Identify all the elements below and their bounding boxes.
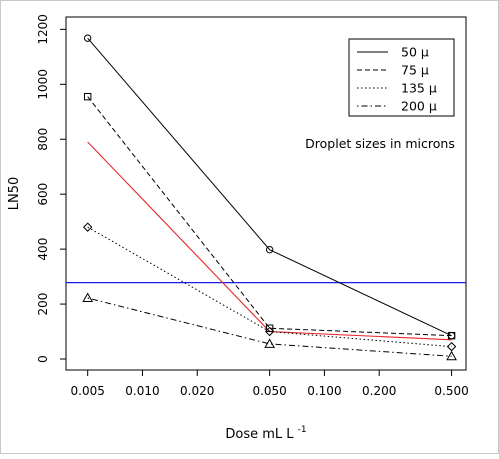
series-0-point-1: [265, 245, 274, 254]
x-tick-label-5: 0.200: [362, 384, 396, 398]
series-2: [82, 222, 457, 352]
legend-label-1: 75 µ: [401, 63, 429, 78]
legend-label-3: 200 µ: [401, 99, 437, 114]
x-axis-title: Dose mL L -1: [225, 425, 306, 442]
series-line-3: [87, 297, 452, 357]
series-line-1: [87, 96, 452, 337]
x-tick-label-1: 0.010: [125, 384, 159, 398]
x-tick-label-3: 0.050: [252, 384, 286, 398]
y-tick-label-2: 400: [36, 238, 50, 261]
series-line-0: [87, 37, 452, 337]
series-1: [83, 92, 456, 340]
legend: 50 µ 75 µ 135 µ 200 µ: [348, 38, 455, 117]
series-3-point-2: [446, 350, 457, 361]
x-tick-label-2: 0.020: [180, 384, 214, 398]
y-tick-label-6: 1200: [36, 14, 50, 45]
series-3-point-0: [82, 292, 94, 303]
y-axis-title: LN50: [7, 177, 22, 211]
y-tick-label-4: 800: [36, 128, 50, 151]
legend-label-2: 135 µ: [401, 81, 437, 96]
plot-frame: [65, 16, 467, 371]
legend-label-0: 50 µ: [401, 45, 429, 60]
y-tick-label-3: 600: [36, 183, 50, 206]
x-tick-label-6: 0.500: [434, 384, 468, 398]
annotation-text: Droplet sizes in microns: [305, 136, 455, 151]
y-tick-label-5: 1000: [36, 69, 50, 100]
x-axis-title-exponent: -1: [298, 425, 307, 435]
y-tick-label-0: 0: [36, 355, 50, 363]
series-1-point-0: [83, 92, 92, 101]
series-2-point-1: [264, 326, 275, 337]
series-3-point-1: [264, 338, 275, 348]
series-line-2: [87, 226, 452, 348]
series-2-point-2: [446, 341, 457, 352]
series-2-point-0: [82, 222, 93, 232]
series-1-point-2: [447, 331, 456, 340]
series-1-point-1: [265, 324, 274, 332]
y-tick-label-1: 200: [36, 293, 50, 316]
x-tick-label-0: 0.005: [71, 384, 105, 398]
series-0-point-0: [83, 34, 92, 42]
x-tick-label-4: 0.100: [307, 384, 341, 398]
series-3: [82, 292, 457, 361]
